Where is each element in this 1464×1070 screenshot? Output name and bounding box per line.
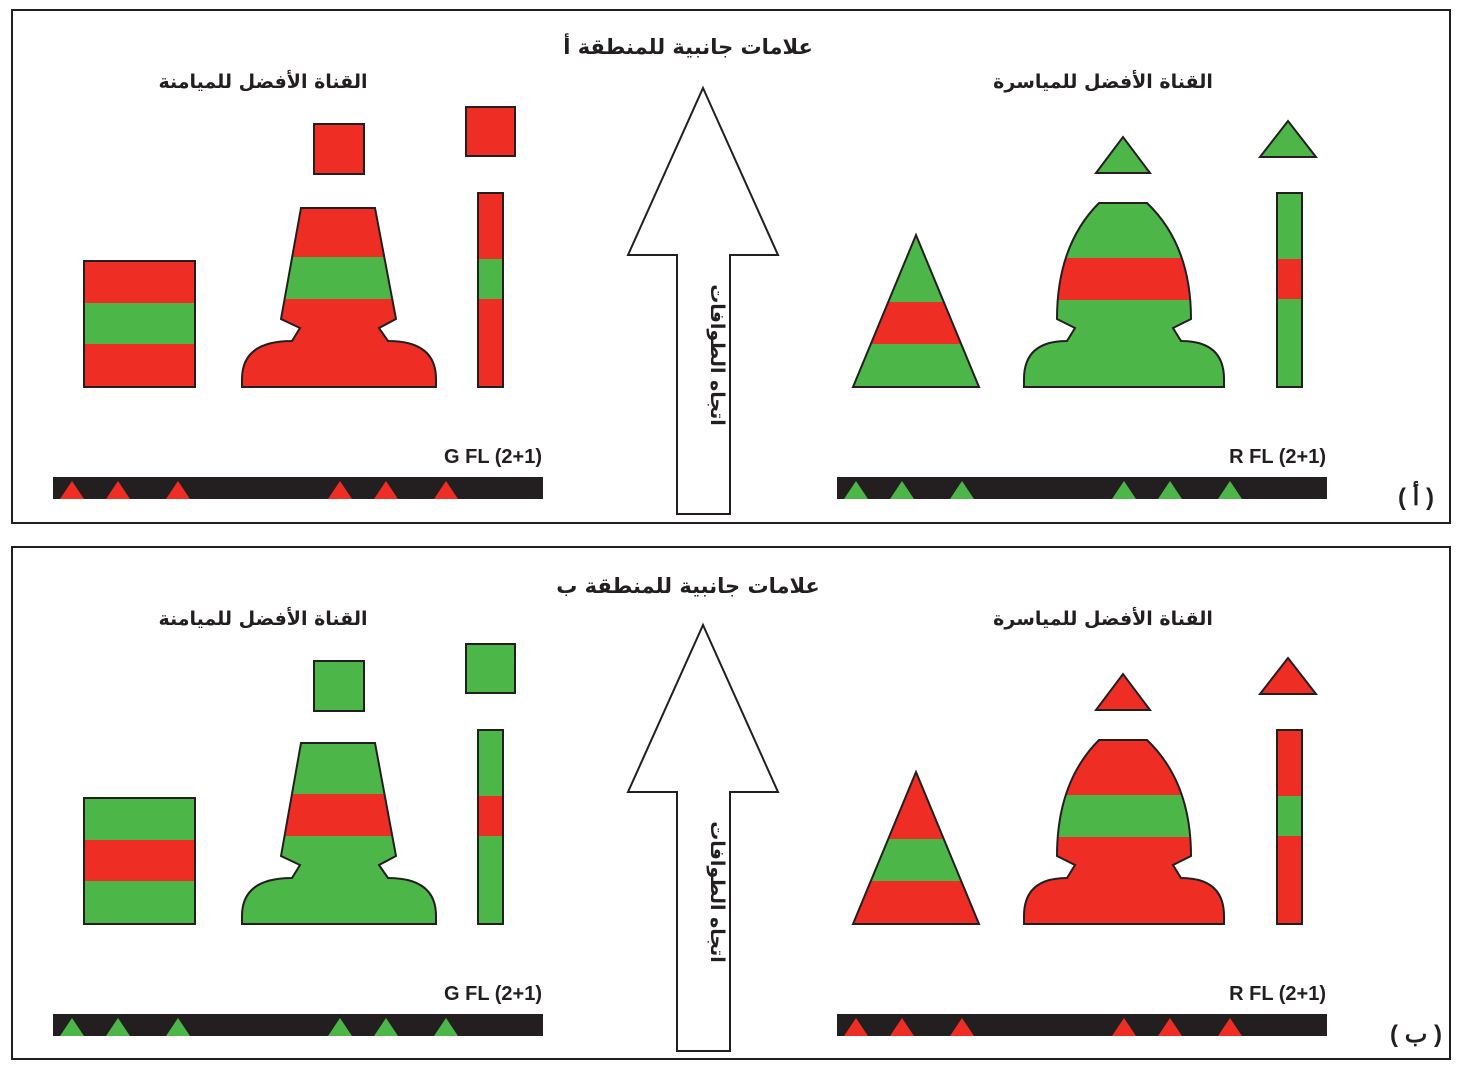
- light-flash-mark: [844, 1018, 868, 1036]
- panel-region-b: علامات جانبية للمنطقة ب القناة الأفضل لل…: [11, 546, 1451, 1060]
- light-flash-mark: [60, 1018, 84, 1036]
- flash-pattern-bar: [53, 1014, 543, 1036]
- light-code: R FL (2+1): [1229, 983, 1326, 1005]
- conical-pillar-buoy: [1023, 135, 1225, 388]
- panel-b-drawing: علامات جانبية للمنطقة ب القناة الأفضل لل…: [53, 574, 1442, 1052]
- spar-buoy-can: [465, 643, 516, 925]
- flash-pattern-bar: [837, 1014, 1327, 1036]
- light-flash-mark: [106, 1018, 130, 1036]
- panel-a-drawing: علامات جانبية للمنطقة أ القناة الأفضل لل…: [53, 32, 1434, 515]
- light-flash-mark: [166, 1018, 190, 1036]
- light-flash-mark: [890, 1018, 914, 1036]
- light-flash-mark: [890, 481, 914, 499]
- can-pillar-buoy: [241, 123, 437, 388]
- light-code: G FL (2+1): [444, 446, 542, 468]
- arrow-label: اتجاه الطوافات: [706, 821, 728, 963]
- light-flash-mark: [950, 481, 974, 499]
- conical-pillar-buoy: [1023, 672, 1225, 925]
- light-flash-mark: [950, 1018, 974, 1036]
- panel-title: علامات جانبية للمنطقة ب: [556, 574, 820, 598]
- light-flash-mark: [844, 481, 868, 499]
- light-flash-mark: [1218, 481, 1242, 499]
- light-flash-mark: [1218, 1018, 1242, 1036]
- direction-of-buoyage-arrow: اتجاه الطوافات: [626, 622, 780, 1052]
- light-flash-mark: [1112, 481, 1136, 499]
- port-heading: القناة الأفضل للمياسرة: [993, 607, 1213, 630]
- spar-buoy-conical: [1257, 119, 1319, 388]
- light-flash-mark: [166, 481, 190, 499]
- panel-region-a: علامات جانبية للمنطقة أ القناة الأفضل لل…: [11, 9, 1451, 524]
- light-flash-mark: [328, 1018, 352, 1036]
- conical-buoy-shape: [851, 769, 981, 925]
- light-flash-mark: [106, 481, 130, 499]
- light-flash-mark: [60, 481, 84, 499]
- flash-pattern-bar: [53, 477, 543, 499]
- spar-buoy-conical: [1257, 656, 1319, 925]
- light-code: G FL (2+1): [444, 983, 542, 1005]
- arrow-label: اتجاه الطوافات: [706, 284, 728, 426]
- can-buoy-shape: [83, 797, 196, 925]
- light-flash-mark: [1158, 481, 1182, 499]
- light-flash-mark: [374, 1018, 398, 1036]
- can-pillar-buoy: [241, 660, 437, 925]
- starboard-heading: القناة الأفضل للميامنة: [159, 607, 368, 630]
- spar-buoy-can: [465, 106, 516, 388]
- conical-buoy-shape: [851, 232, 981, 388]
- light-flash-mark: [374, 481, 398, 499]
- light-flash-mark: [434, 481, 458, 499]
- panel-label: ( أ ): [1398, 479, 1434, 511]
- direction-of-buoyage-arrow: اتجاه الطوافات: [626, 85, 780, 515]
- port-heading: القناة الأفضل للمياسرة: [993, 70, 1213, 93]
- light-flash-mark: [1112, 1018, 1136, 1036]
- flash-pattern-bar: [837, 477, 1327, 499]
- panel-title: علامات جانبية للمنطقة أ: [563, 32, 813, 59]
- can-buoy-shape: [83, 260, 196, 388]
- light-code: R FL (2+1): [1229, 446, 1326, 468]
- panel-label: ( ب ): [1390, 1021, 1442, 1048]
- light-flash-mark: [1158, 1018, 1182, 1036]
- starboard-heading: القناة الأفضل للميامنة: [159, 70, 368, 93]
- light-flash-mark: [434, 1018, 458, 1036]
- light-flash-mark: [328, 481, 352, 499]
